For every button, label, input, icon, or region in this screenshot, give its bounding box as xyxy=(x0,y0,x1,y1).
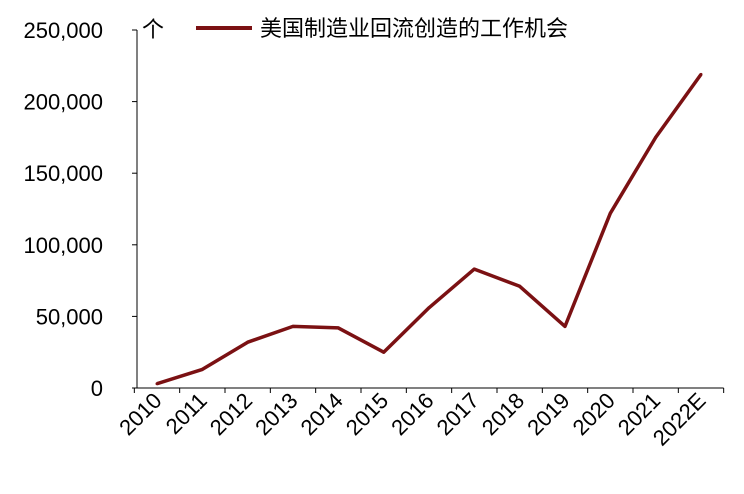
y-tick-label: 100,000 xyxy=(23,233,103,258)
x-tick-label: 2013 xyxy=(250,388,302,440)
y-tick-label: 200,000 xyxy=(23,90,103,115)
x-tick-label: 2020 xyxy=(568,388,620,440)
data-point xyxy=(518,284,522,288)
x-tick-label: 2019 xyxy=(522,388,574,440)
x-tick-label: 2018 xyxy=(477,388,529,440)
data-point xyxy=(563,324,567,328)
x-ticks: 2010201120122013201420152016201720182019… xyxy=(114,388,725,451)
data-point xyxy=(200,367,204,371)
data-point xyxy=(427,306,431,310)
data-point xyxy=(654,135,658,139)
x-tick-label: 2012 xyxy=(205,388,257,440)
y-tick-label: 250,000 xyxy=(23,18,103,43)
x-tick-label: 2014 xyxy=(296,388,348,440)
legend-label: 美国制造业回流创造的工作机会 xyxy=(260,17,568,42)
x-tick-label: 2010 xyxy=(114,388,166,440)
y-tick-label: 0 xyxy=(91,376,103,401)
data-point xyxy=(336,326,340,330)
data-point xyxy=(472,267,476,271)
data-point xyxy=(155,382,159,386)
data-point xyxy=(291,324,295,328)
data-point xyxy=(246,340,250,344)
legend: 美国制造业回流创造的工作机会 xyxy=(196,17,568,42)
y-unit-label: 个 xyxy=(142,18,164,43)
y-ticks: 0 50,000 100,000 150,000 200,000 250,000 xyxy=(23,18,137,401)
x-tick-label: 2015 xyxy=(341,388,393,440)
data-point xyxy=(382,350,386,354)
x-tick-label: 2017 xyxy=(432,388,484,440)
series-group xyxy=(155,72,703,386)
series-line xyxy=(156,73,703,386)
data-point xyxy=(699,72,703,76)
y-tick-label: 50,000 xyxy=(36,304,103,329)
x-tick-label: 2011 xyxy=(161,388,212,439)
x-tick-label: 2022E xyxy=(648,388,711,451)
y-tick-label: 150,000 xyxy=(23,161,103,186)
x-tick-label: 2016 xyxy=(386,388,438,440)
axes xyxy=(136,30,724,389)
data-point xyxy=(608,211,612,215)
